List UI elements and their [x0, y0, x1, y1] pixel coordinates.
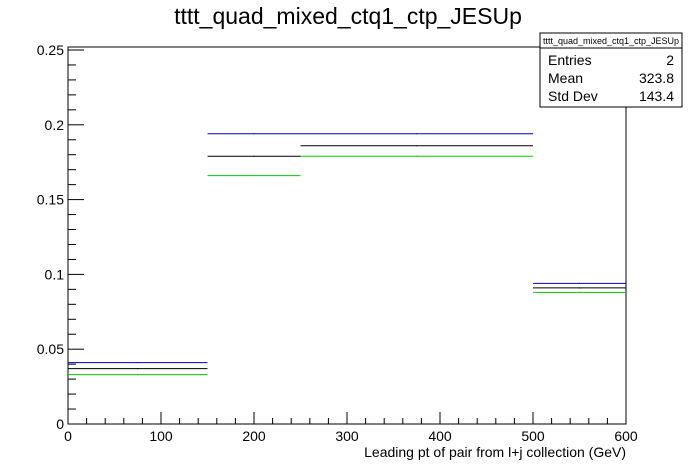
- x-tick-label: 0: [64, 428, 72, 444]
- y-tick-label: 0: [56, 416, 64, 432]
- x-tick-label: 500: [521, 428, 545, 444]
- x-axis: 0 100 200 300 400 500 600: [64, 412, 638, 444]
- stats-box-title: tttt_quad_mixed_ctq1_ctp_JESUp: [543, 36, 679, 46]
- y-tick-label: 0.2: [45, 117, 65, 133]
- x-tick-label: 100: [149, 428, 173, 444]
- x-tick-label: 200: [242, 428, 266, 444]
- chart-title: tttt_quad_mixed_ctq1_ctp_JESUp: [174, 3, 522, 29]
- y-tick-label: 0.15: [37, 192, 64, 208]
- x-tick-label: 600: [614, 428, 638, 444]
- x-axis-title: Leading pt of pair from l+j collection (…: [364, 444, 626, 460]
- y-tick-label: 0.05: [37, 341, 64, 357]
- x-tick-label: 300: [335, 428, 359, 444]
- stats-stddev-label: Std Dev: [548, 88, 598, 104]
- stats-mean-value: 323.8: [639, 70, 674, 86]
- stats-box-frame: [539, 32, 683, 108]
- y-axis: 0 0.05 0.1 0.15 0.2 0.25: [37, 42, 84, 432]
- stats-stddev-value: 143.4: [639, 88, 674, 104]
- histogram-bins: [68, 133, 626, 376]
- stats-entries-value: 2: [666, 52, 674, 68]
- stats-entries-label: Entries: [548, 52, 592, 68]
- x-tick-label: 400: [428, 428, 452, 444]
- y-tick-label: 0.25: [37, 42, 64, 58]
- y-tick-label: 0.1: [45, 266, 65, 282]
- stats-mean-label: Mean: [548, 70, 583, 86]
- stats-box: tttt_quad_mixed_ctq1_ctp_JESUp Entries 2…: [539, 32, 683, 108]
